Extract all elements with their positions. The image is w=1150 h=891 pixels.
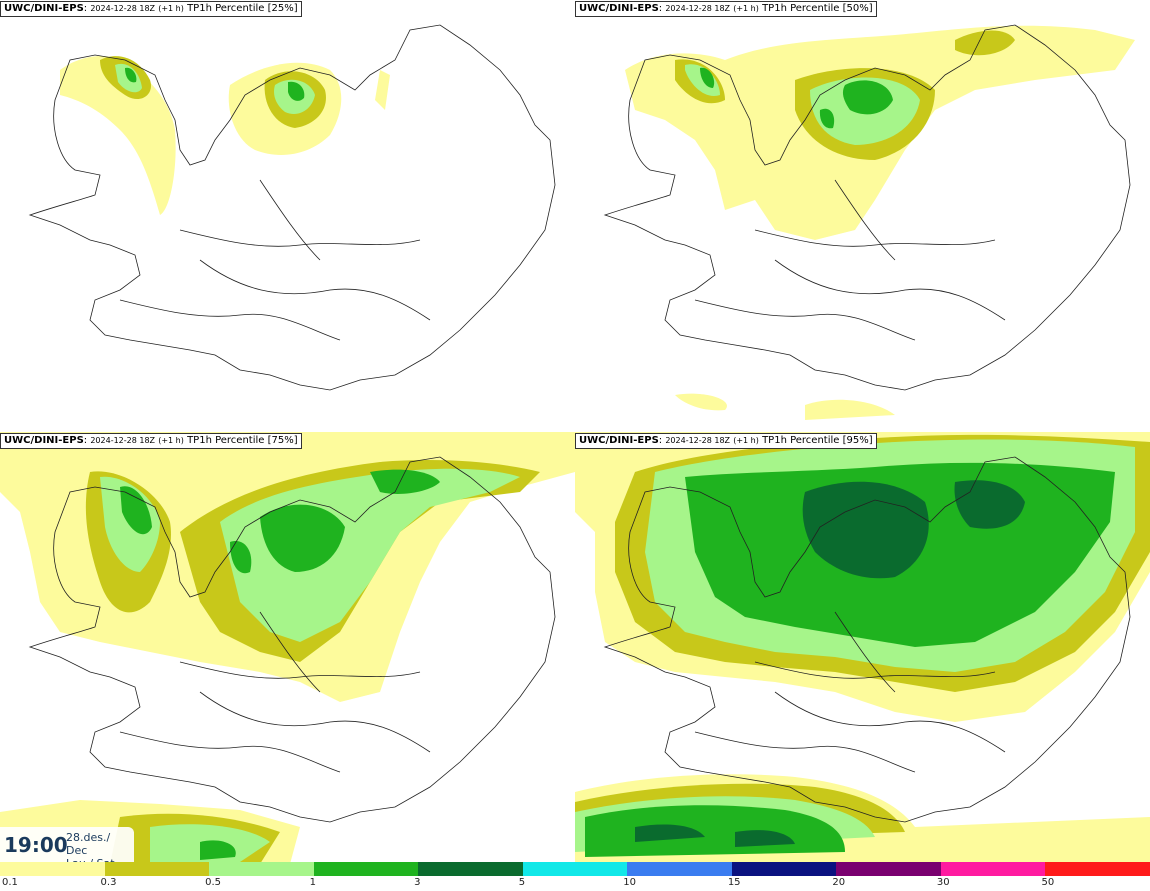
valid-time: 19:00 — [4, 833, 68, 857]
iceland-outline — [603, 456, 1131, 823]
iceland-outline — [28, 24, 556, 391]
precip-map-p75 — [0, 432, 575, 864]
model-name: UWC/DINI-EPS — [579, 435, 659, 446]
colorbar-tick-label: 50 — [1041, 877, 1055, 888]
colorbar-ticks: 0.1 0.3 0.5 1 3 5 10 15 20 30 50 — [0, 877, 1150, 891]
run-time: 2024-12-28 18Z — [665, 436, 731, 445]
colorbar-tick-label: 1 — [309, 877, 316, 888]
valid-time-box: 19:00 28.des./ Dec Lau./ Sat — [0, 827, 134, 870]
precip-shading — [0, 432, 575, 864]
precip-shading — [575, 432, 1150, 864]
lead-time: (+1 h) — [158, 4, 184, 13]
panel-title: UWC/DINI-EPS: 2024-12-28 18Z (+1 h) TP1h… — [0, 433, 302, 449]
model-name: UWC/DINI-EPS — [579, 3, 659, 14]
iceland-outline — [603, 24, 1131, 391]
colorbar-segment — [522, 862, 628, 876]
run-time: 2024-12-28 18Z — [90, 4, 156, 13]
field-name: TP1h Percentile [75%] — [187, 435, 298, 446]
model-name: UWC/DINI-EPS — [4, 3, 84, 14]
colorbar-tick-label: 10 — [623, 877, 636, 888]
colorbar-segment — [627, 862, 732, 876]
colorbar-segment — [731, 862, 837, 876]
run-time: 2024-12-28 18Z — [665, 4, 731, 13]
map-panel-p95: UWC/DINI-EPS: 2024-12-28 18Z (+1 h) TP1h… — [575, 432, 1150, 864]
colorbar-tick-label: 0.3 — [100, 877, 117, 888]
colorbar-segment — [0, 862, 105, 876]
map-panel-p75: UWC/DINI-EPS: 2024-12-28 18Z (+1 h) TP1h… — [0, 432, 575, 864]
colorbar-tick-label: 5 — [518, 877, 526, 888]
lead-time: (+1 h) — [733, 436, 759, 445]
panel-title: UWC/DINI-EPS: 2024-12-28 18Z (+1 h) TP1h… — [0, 1, 302, 17]
colorbar-segment — [1045, 862, 1150, 876]
lead-time: (+1 h) — [158, 436, 184, 445]
colorbar-segment — [313, 862, 419, 876]
precip-map-p50 — [603, 24, 1135, 420]
colorbar-segment — [940, 862, 1046, 876]
colorbar — [0, 862, 1150, 876]
lead-time: (+1 h) — [733, 4, 759, 13]
precip-shading — [60, 55, 390, 216]
model-name: UWC/DINI-EPS — [4, 435, 84, 446]
precip-map-p95 — [575, 432, 1150, 864]
map-panel-p50: UWC/DINI-EPS: 2024-12-28 18Z (+1 h) TP1h… — [575, 0, 1150, 432]
colorbar-tick-label: 0.1 — [2, 877, 18, 888]
panel-title: UWC/DINI-EPS: 2024-12-28 18Z (+1 h) TP1h… — [575, 433, 877, 449]
colorbar-segment — [418, 862, 523, 876]
colorbar-segment — [836, 862, 941, 876]
precip-shading — [625, 25, 1135, 420]
run-time: 2024-12-28 18Z — [90, 436, 156, 445]
field-name: TP1h Percentile [95%] — [762, 435, 873, 446]
panel-title: UWC/DINI-EPS: 2024-12-28 18Z (+1 h) TP1h… — [575, 1, 877, 17]
precip-map-p25 — [28, 24, 556, 391]
colorbar-tick-label: 30 — [936, 877, 950, 888]
colorbar-segment — [209, 862, 314, 876]
colorbar-tick-label: 0.5 — [205, 877, 221, 888]
colorbar-segment — [104, 862, 210, 876]
valid-date-line1: 28.des./ Dec — [66, 831, 111, 857]
colorbar-tick-label: 3 — [414, 877, 421, 888]
field-name: TP1h Percentile [50%] — [762, 3, 873, 14]
field-name: TP1h Percentile [25%] — [187, 3, 298, 14]
iceland-outline — [28, 456, 556, 823]
colorbar-tick-label: 20 — [832, 877, 846, 888]
colorbar-tick-label: 15 — [727, 877, 741, 888]
map-panel-p25: UWC/DINI-EPS: 2024-12-28 18Z (+1 h) TP1h… — [0, 0, 575, 432]
